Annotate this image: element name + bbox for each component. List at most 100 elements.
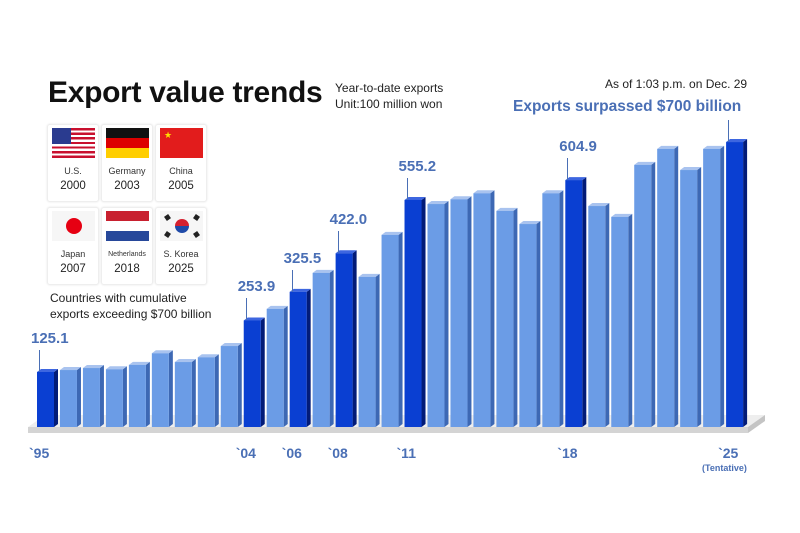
bar-side-2001	[191, 359, 196, 427]
country-tile-korea: S. Korea 2025	[155, 207, 207, 285]
bar-top-1998	[105, 366, 127, 370]
bar-side-2023	[697, 167, 702, 428]
bar-side-2005	[283, 305, 288, 427]
bar-top-2000	[151, 350, 173, 354]
bar-top-2007	[312, 269, 334, 273]
bar-side-2008	[352, 250, 357, 427]
x-tick-label-1995: `95	[29, 445, 50, 461]
bar-1996	[59, 370, 77, 427]
data-label-leader	[291, 269, 293, 292]
subtitle-exports: Year-to-date exports	[335, 81, 444, 95]
bar-2005	[266, 308, 284, 427]
bar-side-2025	[743, 139, 748, 428]
bar-2023	[680, 170, 698, 428]
country-year: 2003	[114, 180, 140, 192]
bar-top-2020	[611, 213, 633, 217]
bar-2002	[197, 357, 215, 427]
bar-2010	[381, 234, 399, 427]
chart-floor-side	[748, 415, 765, 433]
bar-1999	[128, 364, 146, 427]
tentative-note: (Tentative)	[702, 463, 747, 473]
bar-top-2010	[381, 231, 403, 235]
bar-2008	[335, 253, 353, 427]
bar-side-2016	[536, 221, 541, 427]
data-label-2008: 422.0	[329, 211, 368, 229]
country-tile-china: ★ China 2005	[155, 124, 207, 202]
bar-side-2013	[467, 196, 472, 427]
country-name: U.S.	[64, 166, 82, 176]
bar-side-2009	[375, 273, 380, 427]
bar-1997	[82, 368, 100, 427]
bar-2014	[473, 193, 491, 427]
headline-leader	[728, 120, 730, 143]
bar-top-2022	[657, 145, 679, 149]
bar-2016	[519, 224, 537, 427]
bar-side-2010	[398, 231, 403, 427]
bar-2001	[174, 362, 192, 427]
country-name: Germany	[108, 166, 146, 176]
bar-side-2006	[306, 288, 311, 427]
country-tile-us: U.S. 2000	[47, 124, 99, 202]
headline: Exports surpassed $700 billion	[513, 98, 742, 115]
data-label-2018: 604.9	[559, 138, 597, 156]
data-label-1995: 125.1	[31, 330, 69, 347]
bar-side-2020	[628, 213, 633, 427]
bar-top-2009	[358, 273, 380, 277]
bar-side-1999	[145, 361, 150, 427]
country-year: 2018	[114, 263, 140, 275]
countries-note: Countries with cumulative exports exceed…	[50, 290, 211, 322]
bar-2017	[542, 193, 560, 427]
bar-2004	[243, 320, 261, 427]
chart-floor-edge	[28, 427, 748, 433]
bar-2020	[611, 216, 629, 427]
country-tile-germany: Germany 2003	[101, 124, 153, 202]
data-label-2004: 253.9	[237, 278, 276, 296]
as-of-timestamp: As of 1:03 p.m. on Dec. 29	[605, 77, 748, 91]
bar-side-1997	[99, 365, 104, 427]
bar-side-2004	[260, 317, 265, 427]
china-flag-icon: ★	[160, 128, 203, 158]
country-tile-netherlands: Netherlands 2018	[101, 207, 153, 285]
chart-title: Export value trends	[48, 76, 323, 109]
bar-side-2000	[168, 350, 173, 427]
bar-2012	[427, 204, 445, 427]
bar-top-2018	[565, 177, 587, 181]
note-line: Countries with cumulative	[50, 291, 187, 305]
bar-2015	[496, 210, 514, 427]
bar-top-1995	[37, 369, 58, 372]
bar-2011	[404, 199, 422, 427]
bar-1998	[105, 369, 123, 427]
bar-side-2012	[444, 201, 449, 427]
netherlands-flag-icon	[106, 211, 149, 241]
bar-top-2019	[588, 203, 610, 207]
bar-side-2007	[329, 269, 334, 427]
korea-flag-icon	[160, 211, 203, 241]
bar-top-2015	[496, 207, 518, 211]
subtitle-unit: Unit:100 million won	[335, 97, 443, 111]
bar-side-2022	[674, 145, 679, 427]
x-tick-label-2006: `06	[281, 445, 302, 461]
bar-top-2023	[680, 167, 702, 171]
bar-side-1998	[122, 366, 127, 427]
bar-top-1997	[82, 365, 104, 369]
bar-side-2021	[651, 161, 656, 427]
data-label-leader	[337, 231, 339, 254]
x-tick-label-2011: `11	[396, 445, 416, 461]
bar-2018	[565, 180, 583, 427]
bar-top-2014	[473, 190, 495, 194]
bar-top-2006	[289, 288, 311, 292]
bar-2022	[657, 148, 675, 427]
country-name: China	[169, 166, 193, 176]
bar-side-2003	[237, 343, 242, 427]
bar-2006	[289, 291, 307, 427]
bar-top-2017	[542, 190, 564, 194]
data-label-leader	[245, 298, 247, 321]
bar-side-1996	[76, 367, 81, 427]
bar-top-2024	[703, 145, 725, 149]
bar-top-2004	[243, 317, 265, 321]
bar-1995	[37, 372, 54, 427]
data-label-leader	[567, 158, 569, 181]
bar-2019	[588, 206, 606, 427]
bar-2024	[703, 148, 721, 427]
